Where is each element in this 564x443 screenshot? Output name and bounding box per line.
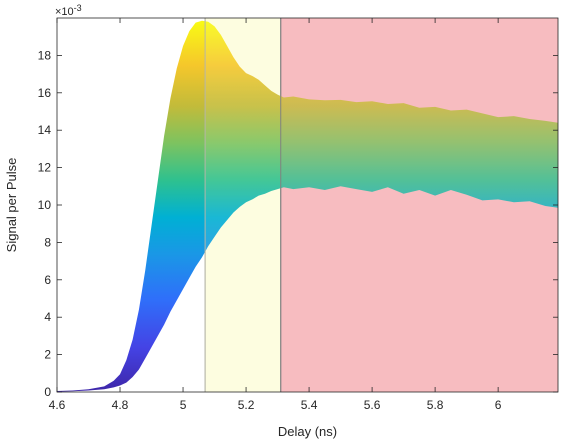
y-tick-label: 0 bbox=[44, 385, 51, 399]
y-tick-label: 18 bbox=[38, 48, 52, 62]
region-red-band bbox=[280, 18, 558, 392]
x-axis-label: Delay (ns) bbox=[278, 424, 337, 439]
y-multiplier-exponent: -3 bbox=[74, 3, 82, 13]
axes-layer: 4.6 4.8 5 5.2 5.4 5.6 5.8 6 0 2 4 6 8 10 12 14 16 18 bbox=[38, 17, 559, 412]
x-tick-label: 5.6 bbox=[364, 398, 381, 412]
area-layer bbox=[57, 20, 558, 392]
x-tick-label: 4.6 bbox=[49, 398, 66, 412]
x-tick-label: 5.4 bbox=[301, 398, 318, 412]
x-tick-label: 5.8 bbox=[427, 398, 444, 412]
signal-band bbox=[57, 20, 558, 392]
y-tick-label: 14 bbox=[38, 123, 52, 137]
y-tick-label: 12 bbox=[38, 161, 52, 175]
y-tick-label: 2 bbox=[44, 348, 51, 362]
y-tick-label: 4 bbox=[44, 310, 51, 324]
x-tick-label: 5.2 bbox=[238, 398, 255, 412]
y-multiplier-base: ×10 bbox=[55, 6, 74, 18]
red-band-overlay bbox=[280, 18, 558, 392]
y-tick-label: 16 bbox=[38, 86, 52, 100]
y-axis-label: Signal per Pulse bbox=[4, 158, 19, 253]
x-tick-label: 4.8 bbox=[112, 398, 129, 412]
x-tick-label: 5 bbox=[180, 398, 187, 412]
overlay-layer bbox=[204, 18, 558, 392]
labels-layer: Delay (ns) Signal per Pulse ×10-3 bbox=[4, 3, 337, 439]
y-exponent-label: ×10-3 bbox=[55, 3, 82, 18]
y-tick-label: 8 bbox=[44, 235, 51, 249]
y-tick-label: 10 bbox=[38, 198, 52, 212]
y-tick-label: 6 bbox=[44, 273, 51, 287]
yellow-band-overlay bbox=[205, 18, 281, 392]
x-tick-label: 6 bbox=[495, 398, 502, 412]
